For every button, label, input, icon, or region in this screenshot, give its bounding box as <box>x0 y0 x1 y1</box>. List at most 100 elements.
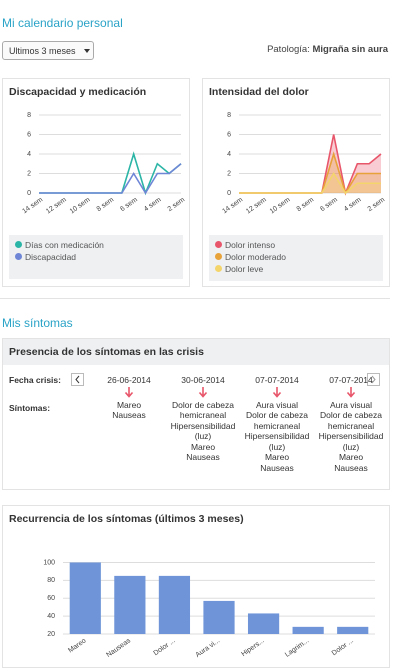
x-tick-label: 12 sem <box>45 196 68 215</box>
legend-label: Dolor leve <box>225 264 264 274</box>
symptom: Nauseas <box>260 462 294 473</box>
legend-entry: Días con medicación <box>15 239 177 251</box>
legend-swatch <box>15 253 22 260</box>
bar <box>69 562 101 634</box>
select-arrow <box>84 49 90 53</box>
crisis-date: 07-07-2014 <box>329 375 373 385</box>
y-tick-label: 0 <box>27 190 31 197</box>
symptom: Mareo <box>116 399 142 410</box>
arrow <box>346 386 356 398</box>
bar <box>158 575 191 634</box>
y-tick-label: 80 <box>47 577 55 584</box>
y-tick-label: 2 <box>227 170 231 177</box>
y-tick-label: 8 <box>27 112 31 119</box>
x-tick-label: 2 sem <box>167 196 187 213</box>
arrow <box>198 386 208 398</box>
panel-title: Intensidad del dolor <box>209 86 309 98</box>
crisis-date: 30-06-2014 <box>181 375 225 385</box>
x-tick-label: Dolor ... <box>331 637 355 657</box>
section-title: Mis síntomas <box>2 316 73 330</box>
arrow <box>124 386 134 398</box>
x-tick-label: Nauseas <box>105 637 132 659</box>
symptom: Aura visual <box>255 399 299 410</box>
arrow-icon <box>89 386 169 400</box>
legend-entry: Dolor moderado <box>215 251 377 263</box>
area <box>239 173 381 193</box>
symptom: Mareo <box>264 452 290 462</box>
y-tick-label: 4 <box>27 151 31 158</box>
x-tick-label: Hipers... <box>240 637 265 658</box>
x-tick-label: 2 sem <box>367 196 387 213</box>
x-tick-label: 12 sem <box>245 196 268 215</box>
x-tick-label: Dolor ... <box>153 637 177 657</box>
x-tick-label: 14 sem <box>21 196 44 215</box>
panel-title: Discapacidad y medicación <box>9 86 147 98</box>
symptom: Mareo <box>338 452 364 462</box>
area <box>239 134 381 193</box>
crisis-date: 07-07-2014 <box>255 375 299 385</box>
prev-button[interactable] <box>71 373 84 386</box>
chart: 0 2 4 6 8 14 sem 12 sem 10 sem 8 sem 6 sem 4 sem 2 … <box>21 112 187 215</box>
legend-swatch <box>215 241 222 248</box>
symptom: Hipersensibilidad (luz) <box>244 431 310 452</box>
next-button[interactable] <box>367 373 380 386</box>
x-tick-label: 10 sem <box>69 196 92 215</box>
y-tick-label: 2 <box>27 170 31 177</box>
crisis-column: 30-06-2014 Dolor de cabeza hemicraneal Hip… <box>163 375 243 463</box>
symptom: Mareo <box>190 441 216 452</box>
symptom: Nauseas <box>112 410 146 420</box>
bar <box>337 626 369 634</box>
x-tick-label: Aura vi... <box>195 637 222 659</box>
y-tick-label: 100 <box>43 559 55 566</box>
legend: Dolor intenso Dolor moderado Dolor leve <box>209 235 383 281</box>
chart-panel: Intensidad del dolor 0 2 4 6 8 14 sem 12 sem 10… <box>202 78 390 287</box>
legend-label: Dolor moderado <box>225 252 286 262</box>
symptom: Dolor de cabeza hemicraneal <box>320 410 382 431</box>
symptom: Dolor de cabeza hemicraneal <box>172 399 234 421</box>
y-tick-label: 60 <box>47 595 55 602</box>
area <box>239 154 381 193</box>
x-tick-label: 4 sem <box>343 196 363 213</box>
legend-label: Días con medicación <box>25 240 104 250</box>
page-title: Mi calendario personal <box>2 16 123 30</box>
arrow <box>272 386 282 398</box>
symptom: Hipersensibilidad (luz) <box>318 431 384 452</box>
x-tick-label: 8 sem <box>96 196 116 213</box>
crisis-date: 26-06-2014 <box>107 375 151 385</box>
chart-panel: Discapacidad y medicación 0 2 4 6 8 14 sem 12 … <box>2 78 190 287</box>
y-tick-label: 20 <box>47 631 55 638</box>
line <box>239 171 381 195</box>
symptom: Dolor de cabeza hemicraneal <box>246 410 308 431</box>
legend-swatch <box>15 241 22 248</box>
panel-title: Presencia de los síntomas en las crisis <box>3 339 389 365</box>
period-select[interactable]: Ultimos 3 meses <box>2 41 94 60</box>
y-tick-label: 0 <box>227 190 231 197</box>
divider <box>0 298 390 299</box>
legend-entry: Dolor leve <box>215 263 377 275</box>
symptom: Aura visual <box>329 399 373 410</box>
arrow-icon <box>311 386 389 400</box>
x-tick-label: 8 sem <box>296 196 316 213</box>
y-tick-label: 40 <box>47 613 55 620</box>
pathology-value: Migraña sin aura <box>312 44 389 55</box>
crisis-column: 07-07-2014 Aura visual Dolor de cabeza hem… <box>237 375 317 473</box>
x-tick-label: 6 sem <box>119 196 139 213</box>
symptoms-label: Síntomas: <box>9 403 51 413</box>
crisis-column: 26-06-2014 Mareo Nauseas <box>89 375 169 421</box>
legend-entry: Dolor intenso <box>215 239 377 251</box>
x-tick-label: Lagrim... <box>284 637 310 658</box>
x-tick-label: Mareo <box>67 637 87 654</box>
y-tick-label: 6 <box>227 131 231 138</box>
arrow-icon <box>163 386 243 400</box>
legend-entry: Discapacidad <box>15 251 177 263</box>
x-tick-label: 10 sem <box>269 196 292 215</box>
chart-panel: Recurrencia de los síntomas (últimos 3 m… <box>2 505 390 668</box>
x-tick-label: 6 sem <box>319 196 339 213</box>
bar <box>203 600 235 634</box>
y-tick-label: 6 <box>27 131 31 138</box>
legend-swatch <box>215 265 222 272</box>
line <box>39 163 182 195</box>
date-label: Fecha crisis: <box>9 375 61 385</box>
y-tick-label: 4 <box>227 151 231 158</box>
chart: 0 2 4 6 8 14 sem 12 sem 10 sem 8 sem 6 sem 4 sem 2 … <box>221 112 387 215</box>
